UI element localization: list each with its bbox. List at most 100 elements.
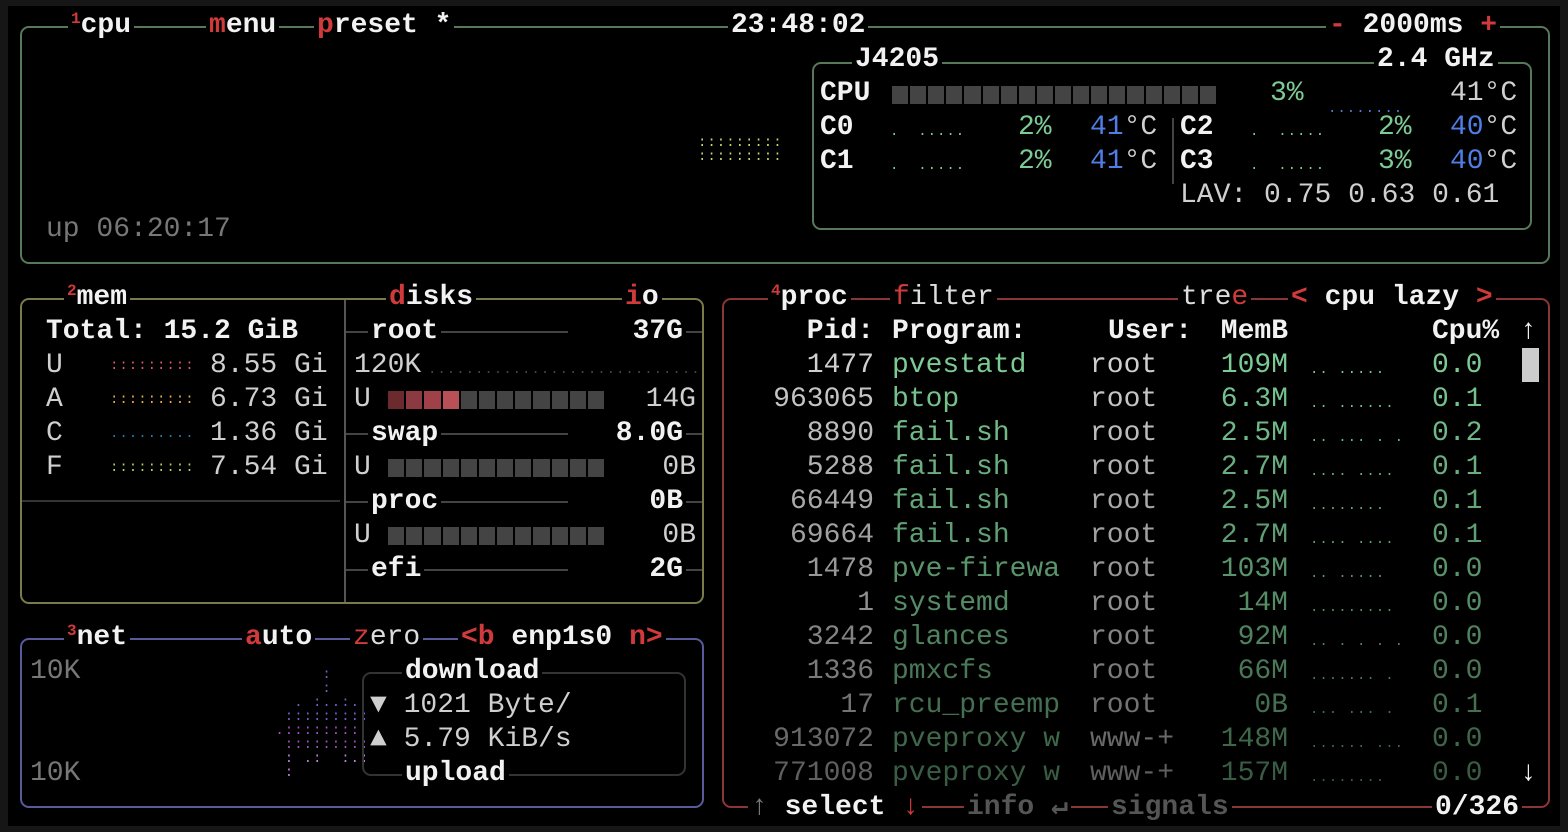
meter-cell bbox=[946, 86, 963, 104]
sort-next-button[interactable]: > bbox=[1475, 282, 1493, 313]
disk-name: swap bbox=[368, 417, 442, 451]
download-rate: ▼ 1021 Byte/ bbox=[370, 690, 572, 721]
sort-selector: < cpu lazy > bbox=[1288, 281, 1496, 315]
process-row[interactable]: 1336 pmxcfs root 66M ....... . 0.0 bbox=[738, 655, 1518, 689]
disks-toggle[interactable]: disks bbox=[386, 281, 477, 315]
core-graph: . ..... bbox=[890, 158, 966, 174]
process-cpu: 0.0 bbox=[1432, 622, 1483, 653]
core-temp: 40°C bbox=[1450, 146, 1518, 177]
cpu-frequency: 2.4 GHz bbox=[1374, 43, 1498, 77]
signals-button[interactable]: signals bbox=[1108, 791, 1232, 825]
process-cpu-graph: ....... . bbox=[1310, 668, 1395, 684]
select-control[interactable]: ↑ select ↓ bbox=[748, 791, 923, 825]
mem-row-label: F bbox=[46, 452, 63, 483]
process-cpu-graph: .... .... bbox=[1310, 464, 1395, 480]
core-label: C0 bbox=[820, 112, 854, 143]
header-program[interactable]: Program: bbox=[892, 316, 1027, 347]
header-pid[interactable]: Pid: bbox=[806, 316, 874, 347]
meter-cell bbox=[892, 86, 909, 104]
process-row[interactable]: 1 systemd root 14M ......... 0.0 bbox=[738, 587, 1518, 621]
process-cpu-graph: .. ..... bbox=[1310, 362, 1386, 378]
process-mem: 157M bbox=[1220, 758, 1288, 789]
next-interface-button[interactable]: n> bbox=[629, 622, 663, 653]
process-mem: 66M bbox=[1237, 656, 1288, 687]
meter-cell bbox=[442, 391, 459, 409]
process-row[interactable]: 17 rcu_preemp root 0B ... ... . 0.1 bbox=[738, 689, 1518, 723]
meter-cell bbox=[515, 459, 532, 477]
process-row[interactable]: 66449 fail.sh root 2.5M ........ 0.1 bbox=[738, 485, 1518, 519]
disk-size: 8.0G bbox=[568, 417, 686, 451]
meter-cell bbox=[1054, 86, 1072, 104]
process-cpu: 0.1 bbox=[1432, 384, 1483, 415]
process-pid: 5288 bbox=[806, 452, 874, 483]
process-program: pmxcfs bbox=[892, 656, 993, 687]
meter-cell bbox=[1091, 86, 1108, 104]
meter-cell bbox=[406, 459, 423, 477]
disk-used-meter bbox=[388, 391, 605, 409]
meter-cell bbox=[533, 459, 550, 477]
process-cpu: 0.0 bbox=[1432, 656, 1483, 687]
mem-row-value: 6.73 Gi bbox=[210, 384, 328, 415]
net-zero-button[interactable]: zero bbox=[350, 621, 424, 655]
sort-prev-button[interactable]: < bbox=[1291, 282, 1308, 313]
btop-terminal: 1cpu menu preset * 23:48:02 - 2000ms + :… bbox=[8, 6, 1560, 826]
process-row[interactable]: 8890 fail.sh root 2.5M .. ... . . 0.2 bbox=[738, 417, 1518, 451]
proc-panel-title: 4proc bbox=[768, 281, 851, 315]
process-program: fail.sh bbox=[892, 520, 1010, 551]
process-program: fail.sh bbox=[892, 418, 1010, 449]
mem-row-label: C bbox=[46, 418, 63, 449]
scroll-up-icon[interactable]: ↑ bbox=[1520, 316, 1537, 347]
meter-cell bbox=[1127, 86, 1144, 104]
header-cpu[interactable]: Cpu% bbox=[1432, 316, 1500, 347]
prev-interface-button[interactable]: <b bbox=[461, 622, 495, 653]
process-user: root bbox=[1090, 690, 1158, 721]
interval-increase-button[interactable]: + bbox=[1480, 10, 1498, 41]
process-row[interactable]: 3242 glances root 92M .. . . . . 0.0 bbox=[738, 621, 1518, 655]
process-cpu-graph: ........ bbox=[1310, 770, 1386, 786]
header-mem[interactable]: MemB bbox=[1220, 316, 1288, 347]
process-mem: 92M bbox=[1237, 622, 1288, 653]
process-row[interactable]: 1478 pve-firewa root 103M .. ..... 0.0 bbox=[738, 553, 1518, 587]
mem-row-value: 8.55 Gi bbox=[210, 350, 328, 381]
cpu-total-temp: 41°C bbox=[1450, 78, 1518, 109]
info-button[interactable]: info ↵ bbox=[964, 791, 1071, 825]
process-pid: 1477 bbox=[806, 350, 874, 381]
filter-button[interactable]: filter bbox=[890, 281, 997, 315]
process-cpu-graph: .. ...... bbox=[1310, 396, 1395, 412]
core-percent: 2% bbox=[1018, 112, 1052, 143]
meter-cell bbox=[533, 527, 550, 545]
core-label: C3 bbox=[1180, 146, 1214, 177]
io-toggle[interactable]: io bbox=[622, 281, 662, 315]
process-user: root bbox=[1090, 554, 1158, 585]
interval-decrease-button[interactable]: - bbox=[1329, 10, 1346, 41]
process-row[interactable]: 1477 pvestatd root 109M .. ..... 0.0 bbox=[738, 349, 1518, 383]
process-pid: 1336 bbox=[806, 656, 874, 687]
mem-total: Total: 15.2 GiB bbox=[46, 316, 299, 347]
process-user: root bbox=[1090, 656, 1158, 687]
preset-button[interactable]: preset * bbox=[314, 9, 455, 43]
core-label: C1 bbox=[820, 146, 854, 177]
menu-button[interactable]: menu bbox=[206, 9, 280, 43]
process-row[interactable]: 69664 fail.sh root 2.7M .... .... 0.1 bbox=[738, 519, 1518, 553]
process-row[interactable]: 5288 fail.sh root 2.7M .... .... 0.1 bbox=[738, 451, 1518, 485]
net-auto-button[interactable]: auto bbox=[242, 621, 316, 655]
process-pid: 8890 bbox=[806, 418, 874, 449]
header-user[interactable]: User: bbox=[1108, 316, 1193, 347]
meter-cell bbox=[424, 459, 441, 477]
process-row[interactable]: 963065 btop root 6.3M .. ...... 0.1 bbox=[738, 383, 1518, 417]
cpu-model: J4205 bbox=[852, 43, 943, 77]
process-pid: 66449 bbox=[789, 486, 874, 517]
cpu-graph: :::::::::::::::::: bbox=[698, 135, 783, 165]
tree-toggle[interactable]: tree bbox=[1178, 281, 1252, 315]
process-cpu: 0.1 bbox=[1432, 452, 1483, 483]
process-program: systemd bbox=[892, 588, 1010, 619]
process-row[interactable]: 913072 pveproxy w www-+ 148M ...... ... … bbox=[738, 723, 1518, 757]
disk-used-meter bbox=[388, 527, 605, 545]
process-cpu: 0.1 bbox=[1432, 520, 1483, 551]
process-row[interactable]: 771008 pveproxy w www-+ 157M ........ 0.… bbox=[738, 757, 1518, 791]
scroll-down-icon[interactable]: ↓ bbox=[1520, 758, 1537, 789]
meter-cell bbox=[388, 391, 405, 409]
mem-row-label: U bbox=[46, 350, 63, 381]
scrollbar-thumb[interactable] bbox=[1522, 348, 1539, 382]
net-scale-bottom: 10K bbox=[30, 758, 81, 789]
